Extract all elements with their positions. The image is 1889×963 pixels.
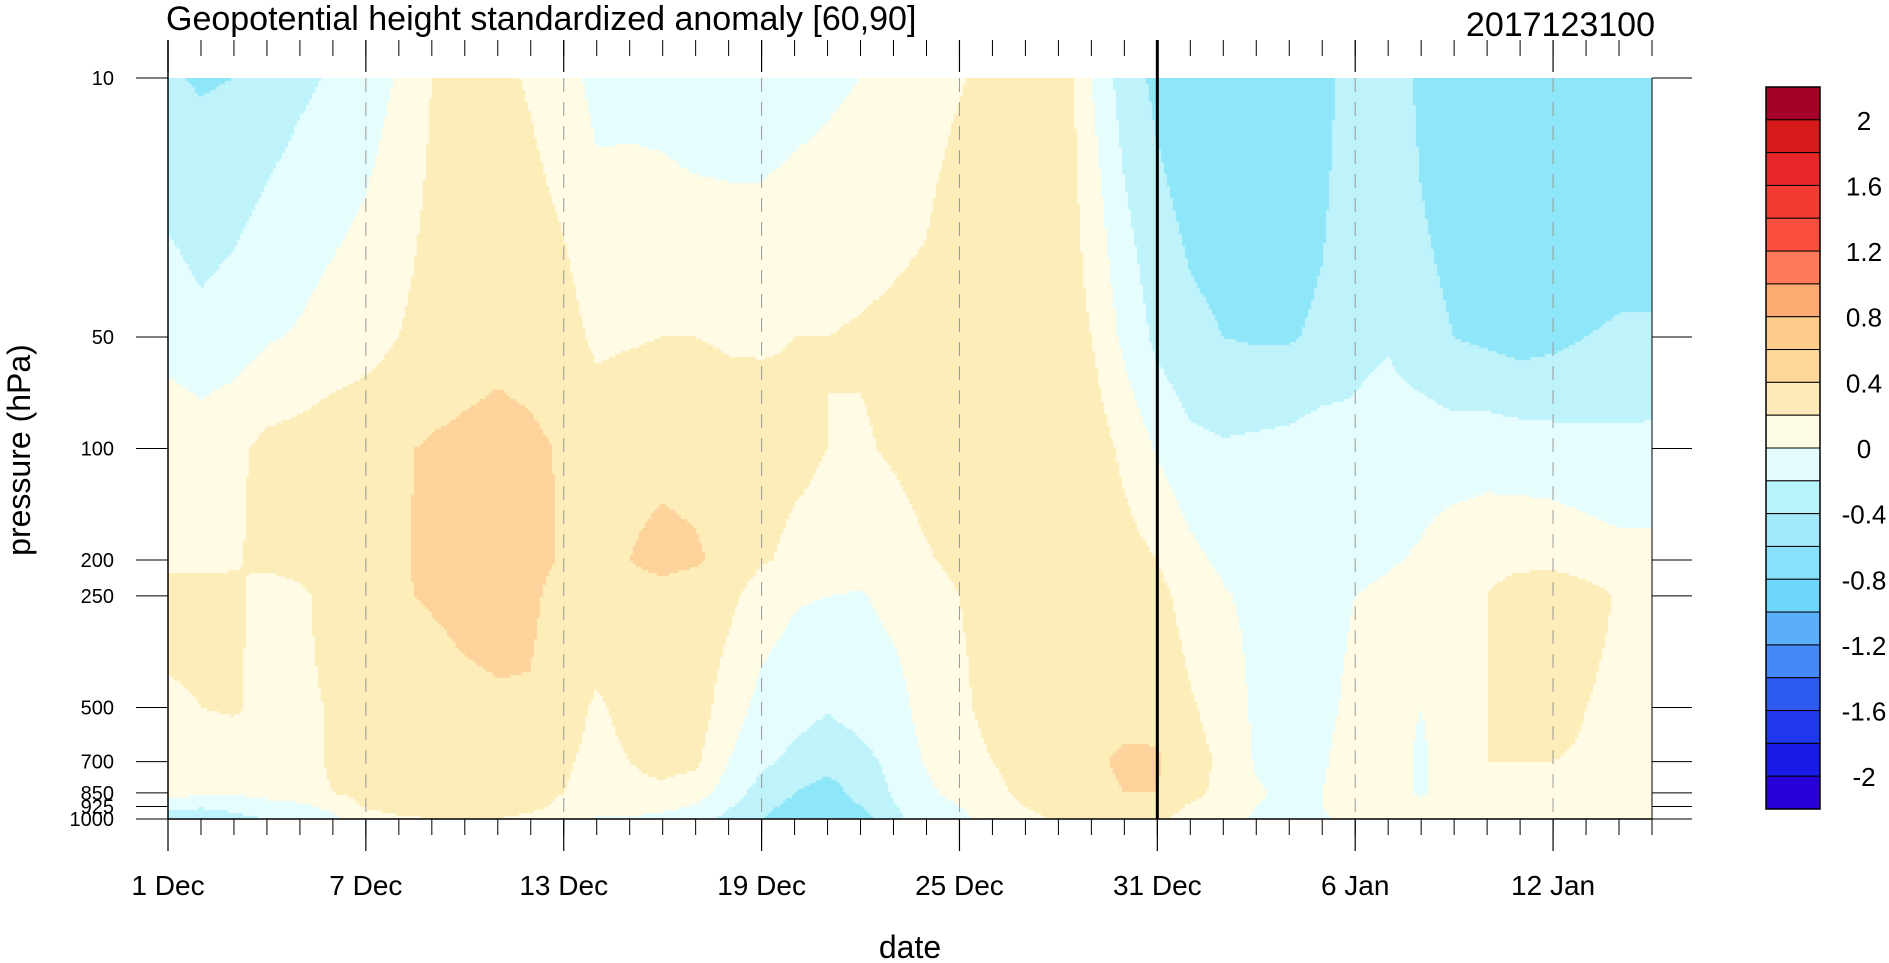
colorbar-swatch (1765, 283, 1821, 318)
y-tick-label: 200 (81, 550, 114, 572)
y-tick-label: 50 (92, 327, 114, 349)
x-tick-label: 12 Jan (1511, 870, 1595, 901)
colorbar-swatch (1765, 316, 1821, 351)
colorbar-label: 2 (1857, 106, 1871, 136)
colorbar-label: 0 (1857, 434, 1871, 464)
colorbar-swatch (1765, 414, 1821, 449)
chart-title: Geopotential height standardized anomaly… (166, 0, 916, 38)
colorbar-swatch (1765, 677, 1821, 712)
x-tick-label: 31 Dec (1113, 870, 1202, 901)
y-tick-label: 250 (81, 586, 114, 608)
x-tick-label: 19 Dec (717, 870, 806, 901)
colorbar-label: 0.4 (1846, 368, 1882, 398)
colorbar-swatch (1765, 349, 1821, 383)
colorbar-swatch (1765, 578, 1821, 613)
colorbar-swatch (1765, 710, 1821, 744)
colorbar-swatch (1765, 86, 1821, 121)
colorbar-swatch (1765, 611, 1821, 646)
colorbar-label: 1.2 (1846, 237, 1882, 267)
x-tick-label: 1 Dec (131, 870, 204, 901)
colorbar-swatch (1765, 545, 1821, 580)
colorbar-label: -0.4 (1842, 500, 1887, 530)
colorbar-swatch (1765, 119, 1821, 154)
colorbar-swatch (1765, 381, 1821, 416)
colorbar-swatch (1765, 447, 1821, 482)
y-tick-label: 850 (81, 783, 114, 805)
x-axis-ticks: 1 Dec 7 Dec 13 Dec 19 Dec 25 Dec 31 Dec 6 Jan 1… (131, 40, 1653, 901)
x-tick-label: 25 Dec (915, 870, 1004, 901)
contour-fill (168, 78, 1652, 819)
x-tick-label: 7 Dec (329, 870, 402, 901)
y-tick-label: 700 (81, 752, 114, 774)
x-tick-label: 13 Dec (519, 870, 608, 901)
x-axis-label: date (879, 929, 941, 963)
x-tick-label: 6 Jan (1321, 870, 1390, 901)
colorbar-label: 1.6 (1846, 171, 1882, 201)
colorbar-swatch (1765, 513, 1821, 547)
colorbar-swatch (1765, 742, 1821, 777)
y-tick-label: 500 (81, 697, 114, 719)
colorbar-label: -2 (1852, 762, 1875, 792)
y-axis-label: pressure (hPa) (1, 344, 37, 556)
contour-field-image (168, 78, 1652, 819)
colorbar-swatch (1765, 152, 1821, 186)
colorbar-label: -0.8 (1842, 565, 1887, 595)
chart-date-stamp: 2017123100 (1466, 6, 1655, 44)
y-tick-label: 925 (81, 796, 114, 818)
y-tick-label: 100 (81, 439, 114, 461)
colorbar-swatch (1765, 184, 1821, 219)
colorbar-label: -1.6 (1842, 697, 1887, 727)
colorbar-swatch (1765, 775, 1821, 810)
colorbar-swatch (1765, 217, 1821, 252)
date-gridlines (365, 40, 1554, 819)
colorbar-label: -1.2 (1842, 631, 1887, 661)
colorbar: 2 1.6 1.2 0.8 0.4 0 -0.4 -0.8 -1.2 -1.6 -2 (1765, 86, 1887, 810)
colorbar-swatch (1765, 480, 1821, 515)
colorbar-swatch (1765, 250, 1821, 285)
colorbar-label: 0.8 (1846, 303, 1882, 333)
colorbar-frame (1765, 86, 1821, 810)
y-tick-label: 1000 (70, 809, 115, 831)
y-tick-label: 10 (92, 68, 114, 90)
colorbar-swatch (1765, 644, 1821, 679)
